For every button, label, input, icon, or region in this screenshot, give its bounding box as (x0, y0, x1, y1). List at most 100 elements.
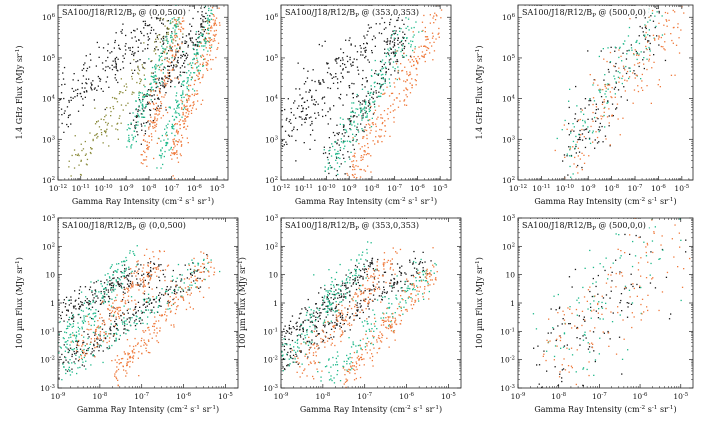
data-point (406, 79, 408, 81)
data-point (76, 93, 79, 95)
data-point (609, 61, 612, 63)
data-point (330, 375, 332, 377)
data-point (414, 48, 416, 50)
data-point (79, 286, 82, 288)
data-point (178, 114, 181, 116)
data-point (334, 321, 336, 324)
data-point (202, 34, 204, 37)
data-point (356, 139, 358, 141)
data-point (368, 110, 370, 113)
data-point (315, 311, 317, 313)
data-point (203, 39, 205, 41)
data-point (195, 55, 197, 57)
data-point (396, 78, 398, 81)
data-point (368, 27, 371, 29)
data-point (170, 324, 172, 326)
data-point (125, 43, 127, 45)
data-point (187, 79, 189, 81)
data-point (368, 290, 371, 292)
data-point (157, 17, 159, 20)
data-point (279, 342, 280, 343)
data-point (143, 290, 146, 292)
data-point (179, 23, 181, 25)
data-point (390, 18, 392, 21)
data-point (75, 331, 78, 333)
data-point (181, 101, 183, 103)
data-point (326, 305, 329, 307)
data-point (132, 357, 134, 360)
data-point (156, 106, 158, 109)
data-point (362, 129, 364, 131)
data-point (107, 308, 109, 310)
data-point (643, 63, 645, 65)
data-point (138, 99, 141, 101)
data-point (617, 76, 620, 78)
data-point (334, 59, 336, 61)
y-tick-label: 106 (502, 13, 516, 22)
data-point (84, 300, 86, 302)
data-point (116, 294, 118, 296)
data-point (405, 290, 408, 293)
data-point (88, 307, 90, 310)
data-point (329, 303, 331, 305)
data-point (83, 315, 85, 317)
data-point (364, 99, 366, 101)
data-point (401, 287, 403, 289)
data-point (102, 350, 104, 352)
data-point (166, 26, 169, 29)
data-point (345, 279, 348, 281)
data-point (648, 60, 650, 62)
data-point (210, 259, 212, 261)
data-point (98, 346, 100, 348)
data-point (173, 297, 175, 300)
data-point (166, 33, 168, 35)
data-point (78, 356, 80, 358)
data-point (127, 280, 130, 282)
data-point (180, 85, 182, 87)
data-point (365, 308, 367, 310)
data-point (380, 74, 383, 76)
data-point (381, 59, 384, 61)
data-point (175, 23, 177, 25)
data-point (357, 131, 360, 133)
data-point (290, 327, 292, 330)
data-point (143, 109, 145, 112)
data-point (95, 315, 97, 317)
data-point (293, 126, 295, 128)
data-point (99, 303, 102, 305)
data-point (161, 45, 163, 47)
data-point (332, 131, 335, 134)
data-point (84, 354, 86, 356)
data-point (87, 308, 90, 310)
data-point (112, 274, 114, 276)
panel-title: SA100/J18/R12/BP @ (500,0,0) (519, 6, 649, 19)
data-point (578, 138, 580, 140)
data-point (371, 260, 373, 262)
data-point (187, 44, 189, 46)
data-point (586, 128, 588, 130)
data-point (344, 330, 346, 332)
data-point (95, 309, 97, 311)
data-point (183, 51, 185, 53)
data-point (387, 68, 390, 70)
data-point (71, 316, 73, 319)
data-point (613, 65, 615, 67)
data-point (124, 300, 127, 302)
data-point (203, 258, 205, 261)
data-point (670, 33, 672, 35)
data-point (110, 289, 112, 291)
data-point (379, 60, 382, 63)
data-point (594, 112, 597, 114)
data-point (128, 139, 130, 141)
data-point (318, 83, 321, 85)
data-point (356, 266, 358, 268)
data-point (357, 165, 359, 168)
data-point (367, 59, 369, 61)
data-point (136, 131, 138, 133)
data-point (324, 321, 326, 324)
data-point (86, 315, 88, 317)
data-point (363, 269, 365, 271)
data-point (333, 377, 335, 379)
data-point (334, 293, 336, 296)
data-point (141, 107, 143, 109)
